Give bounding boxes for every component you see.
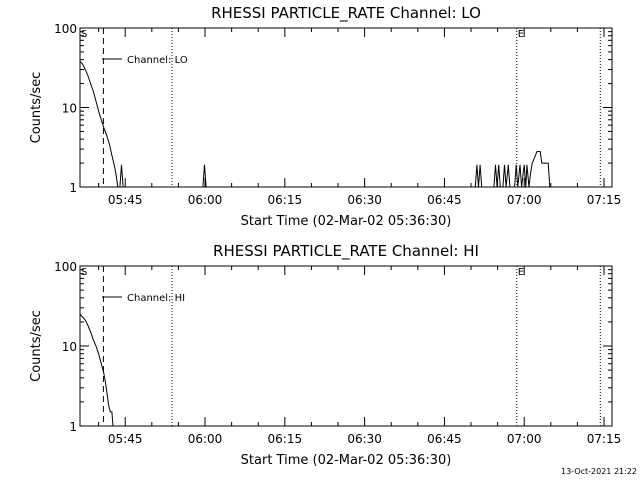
footer-timestamp: 13-Oct-2021 21:22 xyxy=(561,467,637,476)
y-tick-label: 1 xyxy=(69,420,77,434)
y-axis-label: Counts/sec xyxy=(29,72,44,144)
series-line xyxy=(79,313,114,427)
chart-title: RHESSI PARTICLE_RATE Channel: HI xyxy=(213,242,479,261)
chart-title: RHESSI PARTICLE_RATE Channel: LO xyxy=(211,4,481,23)
x-tick-label: 07:00 xyxy=(507,193,542,207)
x-tick-label: 06:00 xyxy=(188,432,223,446)
x-tick-label: 06:30 xyxy=(347,193,382,207)
legend-label: Channel: LO xyxy=(127,55,188,66)
x-tick-label: 06:45 xyxy=(427,432,462,446)
x-tick-label: 07:15 xyxy=(587,193,622,207)
x-tick-label: 06:15 xyxy=(268,432,303,446)
chart-panel-lo: RHESSI PARTICLE_RATE Channel: LO 1 10 100 05… xyxy=(29,4,621,229)
plot-frame xyxy=(79,265,613,427)
y-tick-label: 10 xyxy=(62,102,77,116)
event-marker-label: E xyxy=(518,29,524,40)
start-marker-label: S xyxy=(81,29,87,40)
x-tick-label: 06:00 xyxy=(188,193,223,207)
x-axis-label: Start Time (02-Mar-02 05:36:30) xyxy=(241,214,452,229)
x-tick-label: 06:15 xyxy=(268,193,303,207)
x-tick-label: 07:00 xyxy=(507,432,542,446)
y-tick-label: 100 xyxy=(54,260,77,274)
y-tick-label: 1 xyxy=(69,181,77,195)
x-axis-label: Start Time (02-Mar-02 05:36:30) xyxy=(241,453,452,468)
y-tick-label: 100 xyxy=(54,22,77,36)
y-axis-label: Counts/sec xyxy=(29,310,44,382)
legend-label: Channel: HI xyxy=(127,293,185,304)
x-tick-label: 05:45 xyxy=(108,193,143,207)
x-tick-label: 06:45 xyxy=(427,193,462,207)
event-marker-label: E xyxy=(518,267,524,278)
chart-panel-hi: RHESSI PARTICLE_RATE Channel: HI 1 10 100 05… xyxy=(29,242,621,468)
x-tick-label: 07:15 xyxy=(587,432,622,446)
y-tick-label: 10 xyxy=(62,340,77,354)
x-tick-label: 06:30 xyxy=(347,432,382,446)
start-marker-label: S xyxy=(81,267,87,278)
series-line xyxy=(79,61,551,188)
x-tick-label: 05:45 xyxy=(108,432,143,446)
